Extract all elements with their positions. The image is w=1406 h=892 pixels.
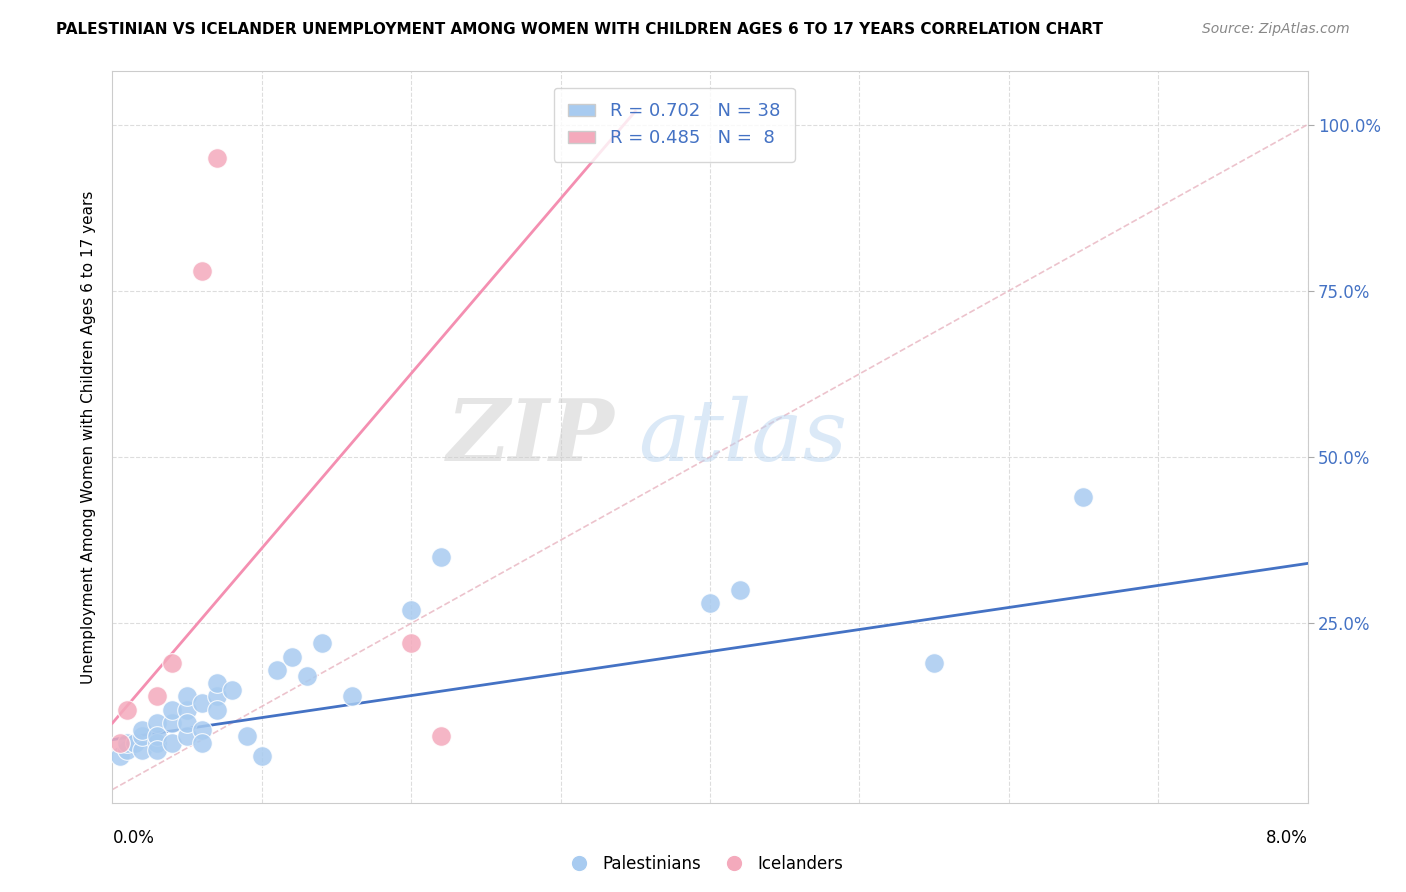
Point [728, 582, 751, 597]
Point [191, 264, 214, 278]
Point [146, 690, 169, 704]
Point [922, 656, 945, 670]
Point [124, 736, 146, 750]
Legend: R = 0.702   N = 38, R = 0.485   N =  8: R = 0.702 N = 38, R = 0.485 N = 8 [554, 87, 794, 161]
Point [146, 716, 169, 731]
Text: 0.0%: 0.0% [112, 829, 155, 847]
Point [131, 742, 153, 756]
Text: atlas: atlas [638, 396, 848, 478]
Legend: Palestinians, Icelanders: Palestinians, Icelanders [555, 848, 851, 880]
Point [311, 636, 333, 650]
Point [162, 656, 183, 670]
Point [205, 703, 228, 717]
Point [162, 716, 183, 731]
Point [117, 742, 139, 756]
Point [162, 736, 183, 750]
Point [176, 729, 198, 743]
Point [176, 703, 198, 717]
Point [205, 676, 228, 690]
Point [340, 690, 363, 704]
Point [191, 696, 214, 710]
Y-axis label: Unemployment Among Women with Children Ages 6 to 17 years: Unemployment Among Women with Children A… [80, 190, 96, 684]
Point [117, 736, 139, 750]
Point [162, 703, 183, 717]
Point [295, 669, 318, 683]
Point [401, 636, 423, 650]
Point [191, 736, 214, 750]
Point [250, 749, 273, 764]
Point [108, 736, 131, 750]
Point [281, 649, 304, 664]
Point [699, 596, 721, 610]
Point [108, 749, 131, 764]
Point [221, 682, 243, 697]
Point [430, 549, 453, 564]
Text: Source: ZipAtlas.com: Source: ZipAtlas.com [1202, 22, 1350, 37]
Text: PALESTINIAN VS ICELANDER UNEMPLOYMENT AMONG WOMEN WITH CHILDREN AGES 6 TO 17 YEA: PALESTINIAN VS ICELANDER UNEMPLOYMENT AM… [56, 22, 1104, 37]
Point [131, 723, 153, 737]
Point [401, 603, 423, 617]
Point [191, 723, 214, 737]
Point [1073, 490, 1095, 504]
Point [236, 729, 259, 743]
Point [117, 703, 139, 717]
Text: 8.0%: 8.0% [1265, 829, 1308, 847]
Point [205, 690, 228, 704]
Point [146, 729, 169, 743]
Point [430, 729, 453, 743]
Point [131, 729, 153, 743]
Point [146, 736, 169, 750]
Point [146, 742, 169, 756]
Point [176, 690, 198, 704]
Text: ZIP: ZIP [447, 395, 614, 479]
Point [176, 716, 198, 731]
Point [205, 151, 228, 165]
Point [266, 663, 288, 677]
